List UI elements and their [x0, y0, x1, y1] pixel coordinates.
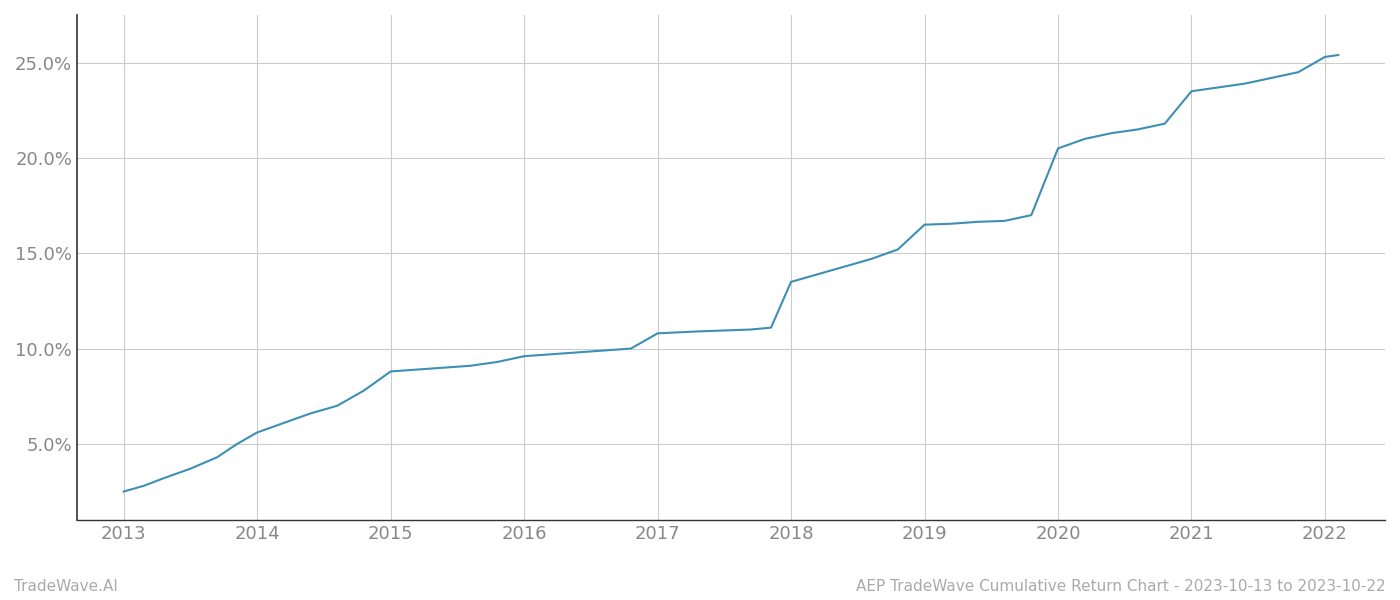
Text: TradeWave.AI: TradeWave.AI: [14, 579, 118, 594]
Text: AEP TradeWave Cumulative Return Chart - 2023-10-13 to 2023-10-22: AEP TradeWave Cumulative Return Chart - …: [857, 579, 1386, 594]
